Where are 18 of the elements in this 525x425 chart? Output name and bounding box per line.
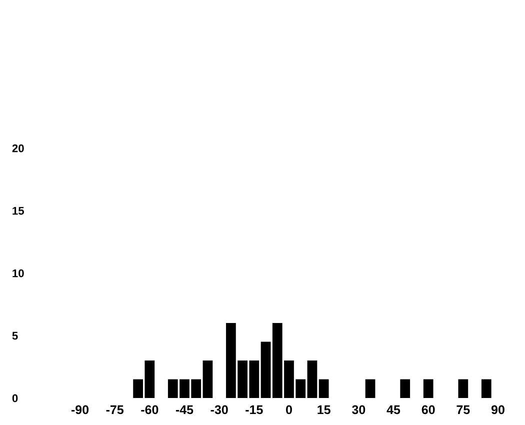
x-tick-label: -15 <box>246 405 263 414</box>
x-tick-label: -60 <box>141 405 158 414</box>
x-tick-label: -30 <box>210 405 228 414</box>
y-tick-label: 20 <box>12 144 24 152</box>
x-tick-label: -75 <box>106 405 124 414</box>
x-tick-label: 15 <box>318 405 330 414</box>
y-tick-label: 15 <box>12 206 24 215</box>
y-tick-label: 0 <box>12 394 18 402</box>
y-tick-label: 10 <box>12 269 24 278</box>
x-tick-label: -90 <box>71 405 89 414</box>
x-tick-label: 60 <box>422 405 435 414</box>
x-tick-label: 0 <box>286 405 292 414</box>
x-tick-label: 30 <box>352 405 366 414</box>
x-tick-label: -45 <box>176 405 194 414</box>
x-tick-label: 45 <box>386 405 400 414</box>
x-tick-label: 90 <box>491 405 504 414</box>
y-tick-label: 5 <box>12 332 18 340</box>
x-tick-label: 75 <box>456 405 470 414</box>
